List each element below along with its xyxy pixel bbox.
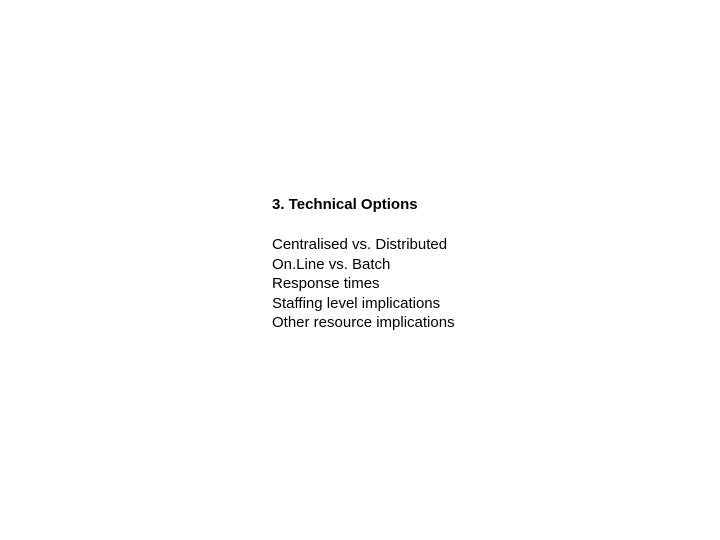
list-item: Centralised vs. Distributed xyxy=(272,235,455,255)
text-block: 3. Technical Options Centralised vs. Dis… xyxy=(272,196,455,333)
list-item: Response times xyxy=(272,274,455,294)
section-heading: 3. Technical Options xyxy=(272,196,455,213)
list-item: Staffing level implications xyxy=(272,294,455,314)
list-item: On.Line vs. Batch xyxy=(272,255,455,275)
list-item: Other resource implications xyxy=(272,313,455,333)
